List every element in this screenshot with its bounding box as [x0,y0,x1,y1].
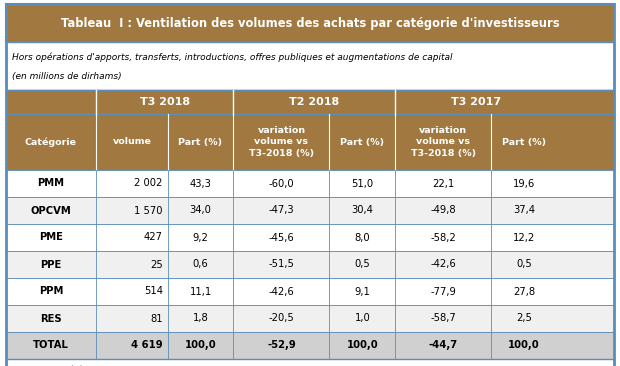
Text: 100,0: 100,0 [347,340,378,351]
Text: T3 2018: T3 2018 [140,97,190,107]
Text: -20,5: -20,5 [268,314,294,324]
Text: 12,2: 12,2 [513,232,535,243]
Text: 9,1: 9,1 [355,287,370,296]
Text: 43,3: 43,3 [190,179,211,188]
Text: PPM: PPM [39,287,63,296]
Text: 25: 25 [150,259,162,269]
Text: variation
volume vs
T3-2018 (%): variation volume vs T3-2018 (%) [249,126,314,158]
Text: (en millions de dirhams): (en millions de dirhams) [12,72,122,81]
Text: 22,1: 22,1 [432,179,454,188]
Text: 27,8: 27,8 [513,287,535,296]
Text: -58,2: -58,2 [430,232,456,243]
Text: 514: 514 [144,287,162,296]
Text: 2,5: 2,5 [516,314,532,324]
Text: -58,7: -58,7 [430,314,456,324]
Text: 11,1: 11,1 [190,287,211,296]
Bar [6,332,614,359]
Bar [6,359,614,366]
Text: 37,4: 37,4 [513,205,535,216]
Text: T3 2017: T3 2017 [451,97,501,107]
Text: -44,7: -44,7 [428,340,458,351]
Text: 8,0: 8,0 [355,232,370,243]
Text: variation
volume vs
T3-2018 (%): variation volume vs T3-2018 (%) [410,126,476,158]
Text: 34,0: 34,0 [190,205,211,216]
Text: -42,6: -42,6 [430,259,456,269]
Text: -51,5: -51,5 [268,259,294,269]
Text: -49,8: -49,8 [430,205,456,216]
Text: -42,6: -42,6 [268,287,294,296]
Text: Hors opérations d'apports, transferts, introductions, offres publiques et augmen: Hors opérations d'apports, transferts, i… [12,53,453,62]
Bar [6,224,614,251]
Text: 81: 81 [150,314,162,324]
Text: 51,0: 51,0 [351,179,373,188]
Bar [6,251,614,278]
Text: Part (%): Part (%) [502,138,546,146]
Text: PME: PME [39,232,63,243]
Text: 4 619: 4 619 [131,340,162,351]
Text: -52,9: -52,9 [267,340,296,351]
Text: TOTAL: TOTAL [33,340,69,351]
Text: -77,9: -77,9 [430,287,456,296]
Text: Part (%): Part (%) [340,138,384,146]
Text: 19,6: 19,6 [513,179,535,188]
Text: PMM: PMM [37,179,64,188]
Text: 1 570: 1 570 [134,205,162,216]
Text: Tableau  I : Ventilation des volumes des achats par catégorie d'investisseurs: Tableau I : Ventilation des volumes des … [61,16,559,30]
Text: -60,0: -60,0 [268,179,294,188]
Text: 1,8: 1,8 [193,314,208,324]
Bar [6,90,614,114]
Text: 9,2: 9,2 [193,232,208,243]
Text: Catégorie: Catégorie [25,137,77,147]
Text: 100,0: 100,0 [508,340,540,351]
Text: RES: RES [40,314,62,324]
Text: T2 2018: T2 2018 [289,97,339,107]
Bar [6,42,614,90]
Text: volume: volume [112,138,151,146]
Text: -47,3: -47,3 [268,205,294,216]
Text: 1,0: 1,0 [355,314,370,324]
Text: Part (%): Part (%) [179,138,223,146]
Text: 0,5: 0,5 [516,259,532,269]
Text: OPCVM: OPCVM [30,205,71,216]
Text: 0,6: 0,6 [193,259,208,269]
Bar [6,170,614,197]
Text: PPE: PPE [40,259,61,269]
Bar [6,197,614,224]
Text: 30,4: 30,4 [352,205,373,216]
Bar [6,278,614,305]
Text: 0,5: 0,5 [355,259,370,269]
Bar [6,114,614,170]
Bar [6,305,614,332]
Bar [6,4,614,42]
Text: -45,6: -45,6 [268,232,294,243]
Text: 2 002: 2 002 [135,179,162,188]
Text: 100,0: 100,0 [185,340,216,351]
Text: 427: 427 [144,232,162,243]
